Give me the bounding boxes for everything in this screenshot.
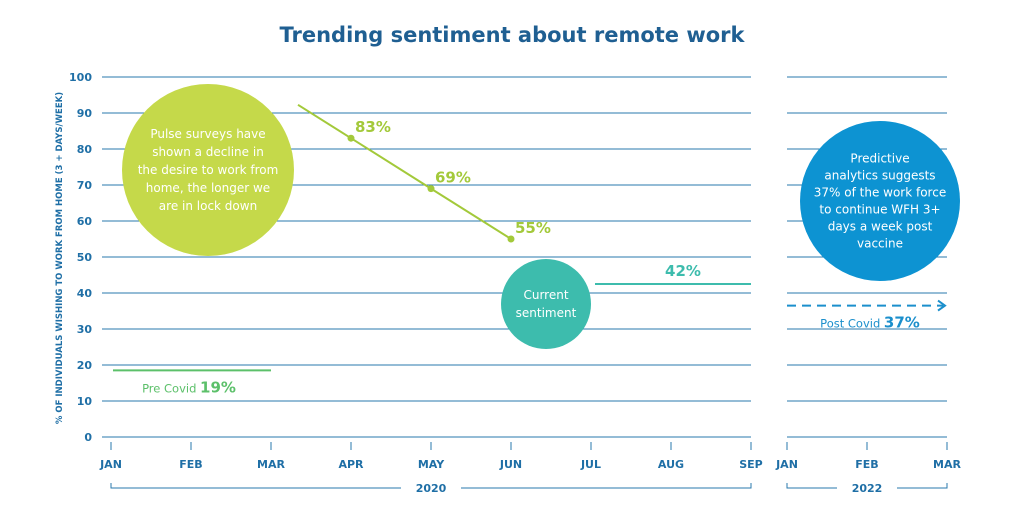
y-tick-label: 60 — [77, 215, 93, 228]
chart-title: Trending sentiment about remote work — [279, 23, 745, 47]
current-text-line: sentiment — [516, 306, 577, 320]
year-label: 2020 — [416, 482, 447, 495]
x-tick-label: SEP — [739, 458, 763, 471]
reference-value: 37% — [884, 314, 920, 332]
y-tick-label: 90 — [77, 107, 93, 120]
predictive-text-line: vaccine — [857, 237, 903, 251]
predictive-text-line: days a week post — [828, 220, 933, 234]
y-tick-label: 30 — [77, 323, 93, 336]
y-axis-label: % OF INDIVIDUALS WISHING TO WORK FROM HO… — [55, 92, 65, 424]
reference-name: Pre Covid — [142, 381, 200, 395]
year-label: 2022 — [852, 482, 883, 495]
reference-value: 42% — [665, 262, 701, 280]
series-line-path — [297, 103, 512, 240]
current-text-line: Current — [523, 288, 568, 302]
pulse-text-line: the desire to work from — [138, 163, 279, 177]
y-tick-label: 80 — [77, 143, 93, 156]
x-tick-label: FEB — [855, 458, 878, 471]
x-tick-label: JUN — [499, 458, 522, 471]
annotation-circles: Pulse surveys have shown a decline in the … — [122, 84, 960, 349]
reference-name: Post Covid — [820, 317, 884, 331]
x-tick-label: MAY — [418, 458, 445, 471]
reference-lines: Pre Covid 19% 42% Post Covid 37% — [113, 262, 947, 396]
x-tick-label: AUG — [658, 458, 684, 471]
predictive-text-line: Predictive — [850, 152, 909, 166]
pulse-text-line: Pulse surveys have — [150, 127, 265, 141]
y-tick-label: 0 — [84, 431, 92, 444]
pulse-text-line: shown a decline in — [152, 145, 264, 159]
reference-label: Post Covid 37% — [820, 314, 920, 332]
y-tick-label: 10 — [77, 395, 93, 408]
year-bracket — [110, 483, 401, 489]
predictive-text-line: analytics suggests — [824, 169, 935, 183]
data-point — [347, 134, 355, 142]
year-bracket — [897, 483, 948, 489]
y-tick-label: 70 — [77, 179, 93, 192]
y-tick-label: 100 — [69, 71, 92, 84]
data-label: 55% — [515, 219, 551, 237]
x-tick-label: JAN — [775, 458, 798, 471]
axis-ticks: 0 10 20 30 40 50 60 70 80 90 100 JAN FEB MAR APR MAY JUN… — [69, 71, 961, 495]
reference-value: 19% — [200, 378, 236, 396]
predictive-text-line: to continue WFH 3+ — [819, 203, 940, 217]
predictive-circle — [800, 121, 960, 281]
x-tick-label: APR — [338, 458, 364, 471]
x-tick-label: JUL — [580, 458, 601, 471]
year-bracket — [786, 483, 837, 489]
y-tick-label: 20 — [77, 359, 93, 372]
predictive-text-line: 37% of the work force — [814, 186, 946, 200]
arrow-head — [937, 299, 947, 312]
x-tick-label: FEB — [179, 458, 202, 471]
pulse-text-line: are in lock down — [159, 199, 257, 213]
data-label: 69% — [435, 169, 471, 187]
x-tick-label: MAR — [933, 458, 961, 471]
year-bracket — [461, 483, 752, 489]
data-point — [507, 235, 515, 243]
pulse-circle — [122, 84, 294, 256]
series-line: 83% 69% 55% — [297, 103, 551, 243]
pulse-text-line: home, the longer we — [146, 181, 270, 195]
y-tick-label: 40 — [77, 287, 93, 300]
data-label: 83% — [355, 118, 391, 136]
current-circle — [501, 259, 591, 349]
x-tick-label: JAN — [99, 458, 122, 471]
reference-label: Pre Covid 19% — [142, 378, 236, 396]
y-tick-label: 50 — [77, 251, 93, 264]
data-point — [427, 185, 435, 193]
x-tick-label: MAR — [257, 458, 285, 471]
